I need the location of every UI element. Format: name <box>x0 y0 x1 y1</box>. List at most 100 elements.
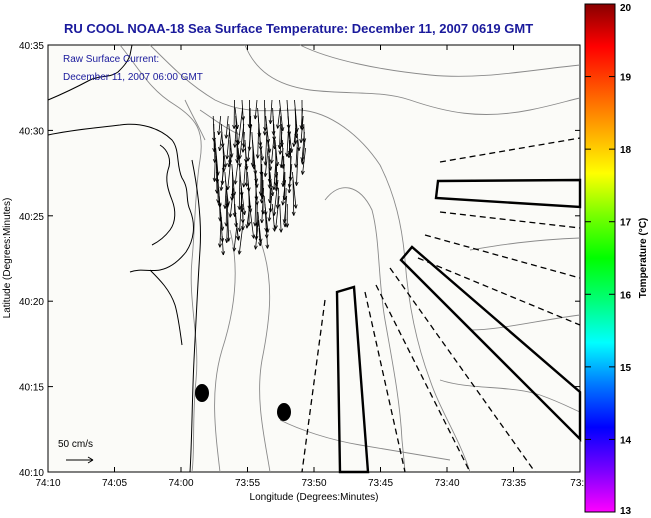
current-vector-head <box>225 134 229 139</box>
current-vector <box>228 147 231 168</box>
current-vector-head <box>218 131 221 136</box>
current-vector-head <box>250 162 254 167</box>
current-vector-head <box>220 186 224 191</box>
current-vector-head <box>277 144 280 149</box>
current-vector-head <box>293 142 297 147</box>
colorbar-tick-label: 19 <box>620 73 632 84</box>
current-vector-head <box>228 201 230 206</box>
current-vector-head <box>226 238 229 243</box>
current-vector <box>226 203 230 242</box>
current-vector <box>268 163 271 183</box>
coastline-segment <box>47 123 194 273</box>
current-vector-head <box>267 217 270 222</box>
x-tick-label: 74:05 <box>102 478 127 489</box>
current-vector-head <box>279 150 283 155</box>
current-vector-head <box>238 205 242 210</box>
current-label: Raw Surface Current: <box>63 54 159 65</box>
current-vector-head <box>249 146 252 151</box>
current-vector-head <box>270 166 273 171</box>
current-vector-head <box>277 161 280 166</box>
current-vector <box>280 147 284 168</box>
current-vector-head <box>267 184 270 189</box>
current-vector-head <box>224 222 227 227</box>
current-vector <box>250 211 255 239</box>
current-vector <box>301 139 306 165</box>
current-vector-head <box>252 162 255 167</box>
current-vector-head <box>264 172 268 177</box>
current-vector-head <box>217 171 220 176</box>
current-vector-head <box>227 163 230 168</box>
current-vector-head <box>214 189 218 194</box>
current-vector <box>283 195 288 224</box>
current-vector <box>255 203 258 240</box>
station-dot <box>195 384 209 402</box>
current-vector-head <box>215 179 218 184</box>
current-vector-head <box>234 191 237 196</box>
x-tick-label: 73:3 <box>570 478 590 489</box>
current-vector-head <box>216 199 219 204</box>
current-vector-head <box>259 199 263 204</box>
current-vector-head <box>283 219 287 224</box>
current-vector <box>269 171 274 196</box>
current-vector <box>255 219 259 250</box>
current-vector-head <box>222 251 226 256</box>
current-vector-head <box>300 160 303 165</box>
x-axis-ticks: 74:10 74:05 74:00 73:55 73:50 73:45 73:40 73:35… <box>35 45 590 489</box>
coastline-segment <box>189 159 202 473</box>
current-vector <box>237 147 241 167</box>
current-vector <box>296 147 299 186</box>
y-tick-label: 40:20 <box>19 297 44 308</box>
station-dot <box>277 403 291 421</box>
current-vector-head <box>218 243 221 248</box>
current-vector-head <box>232 247 235 252</box>
current-vector <box>292 179 295 216</box>
current-vector <box>235 219 239 241</box>
current-vector-head <box>234 180 238 185</box>
current-vector <box>231 179 234 201</box>
current-vector-head <box>226 185 229 190</box>
current-vector-head <box>234 223 237 228</box>
y-tick-label: 40:25 <box>19 212 44 223</box>
y-tick-label: 40:10 <box>19 468 44 479</box>
current-vector <box>277 107 281 129</box>
x-tick-label: 74:10 <box>35 478 60 489</box>
current-vector <box>273 155 277 190</box>
current-vector-head <box>275 204 278 209</box>
current-vector-head <box>300 139 304 144</box>
current-vector <box>301 131 305 162</box>
bathymetry-contours <box>119 44 581 473</box>
current-vector-head <box>300 157 303 162</box>
current-vector-head <box>220 143 224 148</box>
current-vector <box>222 139 227 168</box>
current-vector-head <box>239 162 242 168</box>
current-vector <box>237 139 239 160</box>
current-vector-head <box>253 234 256 239</box>
current-vector <box>268 195 273 222</box>
current-vector <box>286 123 290 157</box>
current-vector-head <box>245 224 248 229</box>
x-tick-label: 74:00 <box>168 478 193 489</box>
current-vector-head <box>274 227 277 232</box>
current-vector <box>279 115 282 149</box>
current-vector-head <box>235 159 238 164</box>
current-vector-head <box>255 154 258 159</box>
current-vector <box>296 131 300 151</box>
y-axis-label: Latitude (Degrees:Minutes) <box>2 198 13 319</box>
current-vector <box>279 203 282 233</box>
current-vector <box>266 227 268 249</box>
radial-line <box>439 211 581 229</box>
colorbar-tick-label: 20 <box>620 3 632 14</box>
current-vector-head <box>242 211 245 215</box>
current-vector-head <box>242 148 246 153</box>
radial-lines <box>301 137 581 473</box>
current-vector-head <box>274 182 277 187</box>
current-vector <box>257 211 262 243</box>
current-vector-head <box>250 208 253 213</box>
current-vector-head <box>236 236 239 241</box>
current-vector-head <box>295 139 298 144</box>
current-vector <box>240 179 246 215</box>
current-vector-head <box>251 234 255 239</box>
current-vector-head <box>289 184 292 188</box>
current-vector-head <box>238 236 241 241</box>
x-tick-label: 73:55 <box>235 478 260 489</box>
